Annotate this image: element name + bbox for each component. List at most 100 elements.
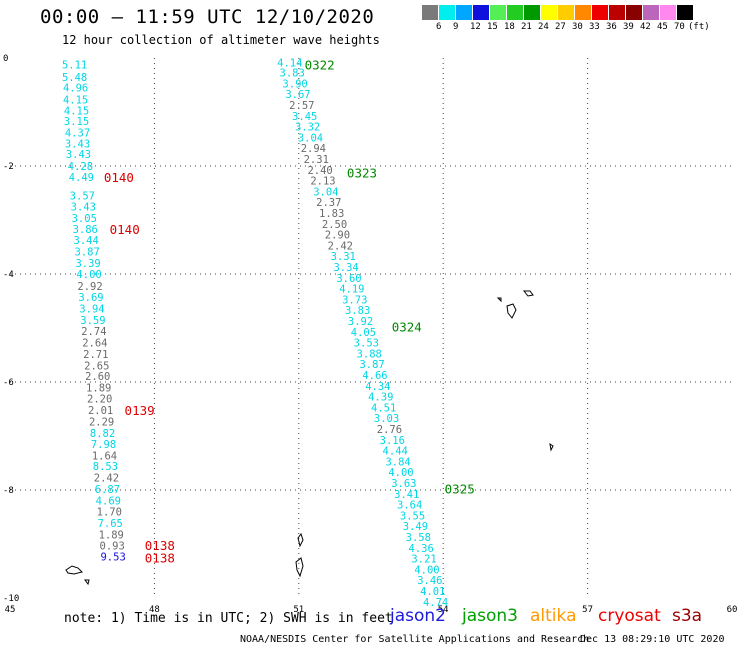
wave-height-label: 4.69	[96, 495, 121, 507]
wave-height-label: 3.64	[397, 500, 422, 512]
wave-height-label: 1.70	[97, 507, 122, 519]
wave-height-label: 4.74	[423, 597, 448, 609]
wave-height-label: 3.94	[79, 304, 104, 316]
wave-height-label: 3.83	[345, 305, 370, 317]
legend-label: 42	[640, 22, 651, 32]
wave-height-label: 2.71	[83, 349, 108, 361]
wave-height-label: 1.89	[86, 382, 111, 394]
coastline	[506, 303, 517, 319]
wave-height-label: 1.64	[92, 450, 117, 462]
satellite-jason3: jason3	[462, 606, 518, 626]
wave-height-label: 3.34	[333, 262, 358, 274]
wave-height-label: 3.43	[66, 149, 91, 161]
legend-label: 18	[504, 22, 515, 32]
wave-height-label: 8.82	[90, 428, 115, 440]
wave-height-label: 1.89	[99, 529, 124, 541]
wave-height-label: 1.83	[319, 208, 344, 220]
coastline	[522, 290, 534, 297]
x-tick-label: 54	[438, 605, 449, 615]
pass-time-label: 0323	[347, 165, 377, 180]
wave-height-label: 4.66	[362, 370, 387, 382]
legend-label: 36	[606, 22, 617, 32]
legend-swatch	[626, 5, 643, 20]
legend-label: 39	[623, 22, 634, 32]
pass-time-label: 0325	[445, 481, 475, 496]
legend-swatch	[490, 5, 507, 20]
legend-swatch	[439, 5, 456, 20]
legend-label: 45	[657, 22, 668, 32]
pass-time-label: 0322	[305, 57, 335, 72]
satellite-cryosat: cryosat	[598, 606, 661, 626]
wave-height-label: 4.37	[65, 128, 90, 140]
legend-swatch	[575, 5, 592, 20]
wave-height-label: 3.04	[298, 132, 323, 144]
wave-height-label: 2.31	[304, 154, 329, 166]
wave-height-label: 3.15	[64, 116, 89, 128]
wave-height-label: 3.57	[70, 191, 95, 203]
coastline	[549, 442, 554, 452]
legend-swatch	[507, 5, 524, 20]
y-tick-label: -4	[3, 270, 14, 280]
wave-height-label: 4.14	[277, 57, 302, 69]
x-tick-label: 57	[582, 605, 593, 615]
wave-height-label: 2.64	[82, 338, 107, 350]
credit-line: NOAA/NESDIS Center for Satellite Applica…	[240, 634, 590, 645]
legend-swatch	[456, 5, 473, 20]
wave-height-label: 3.31	[331, 251, 356, 263]
legend-label: 15	[487, 22, 498, 32]
wave-height-label: 3.03	[374, 413, 399, 425]
wave-height-label: 5.48	[62, 72, 87, 84]
pass-time-label: 0138	[145, 538, 175, 553]
wave-height-label: 2.90	[325, 230, 350, 242]
pass-time-label: 0324	[392, 319, 422, 334]
x-tick-label: 48	[149, 605, 160, 615]
y-tick-label: -6	[3, 378, 14, 388]
wave-height-label: 4.00	[414, 564, 439, 576]
wave-height-label: 4.01	[420, 586, 445, 598]
y-tick-label: -8	[3, 486, 14, 496]
wave-height-label: 3.32	[295, 122, 320, 134]
wave-height-label: 2.74	[81, 326, 106, 338]
legend-swatch	[643, 5, 660, 20]
coastline	[84, 579, 90, 586]
legend-swatch	[524, 5, 541, 20]
wave-height-label: 4.00	[388, 467, 413, 479]
legend-label: 24	[538, 22, 549, 32]
wave-height-label: 4.39	[368, 392, 393, 404]
wave-height-label: 2.42	[94, 473, 119, 485]
y-tick-label: -2	[3, 162, 14, 172]
coastline	[295, 557, 304, 578]
wave-height-label: 3.59	[80, 315, 105, 327]
wave-height-label: 3.58	[406, 532, 431, 544]
wave-height-label: 4.49	[69, 172, 94, 184]
coastline	[496, 297, 502, 303]
wave-height-label: 2.50	[322, 219, 347, 231]
legend-label: 70	[674, 22, 685, 32]
wave-height-label: 2.37	[316, 197, 341, 209]
wave-height-label: 3.87	[359, 359, 384, 371]
wave-height-label: 2.29	[89, 416, 114, 428]
pass-time-label: 0138	[145, 551, 175, 566]
wave-height-label: 2.01	[88, 405, 113, 417]
wave-height-label: 3.49	[403, 521, 428, 533]
wave-height-label: 3.21	[411, 554, 436, 566]
wave-height-label: 4.51	[371, 402, 396, 414]
wave-height-label: 2.13	[310, 176, 335, 188]
wave-height-label: 2.42	[328, 240, 353, 252]
map-subtitle: 12 hour collection of altimeter wave hei…	[62, 33, 380, 47]
wave-height-label: 3.86	[73, 224, 98, 236]
wave-height-label: 2.92	[77, 281, 102, 293]
wave-height-label: 3.39	[75, 258, 100, 270]
wave-height-label: 2.20	[87, 394, 112, 406]
y-tick-label: 0	[3, 54, 8, 64]
wave-height-label: 4.00	[76, 269, 101, 281]
wave-height-label: 7.98	[91, 439, 116, 451]
wave-height-label: 3.87	[74, 246, 99, 258]
legend-label: 33	[589, 22, 600, 32]
wave-height-label: 3.67	[285, 89, 310, 101]
wave-height-label: 3.63	[391, 478, 416, 490]
wave-height-label: 2.57	[289, 100, 314, 112]
footnote: note: 1) Time is in UTC; 2) SWH is in fe…	[64, 611, 393, 626]
wave-height-label: 0.93	[100, 541, 125, 553]
